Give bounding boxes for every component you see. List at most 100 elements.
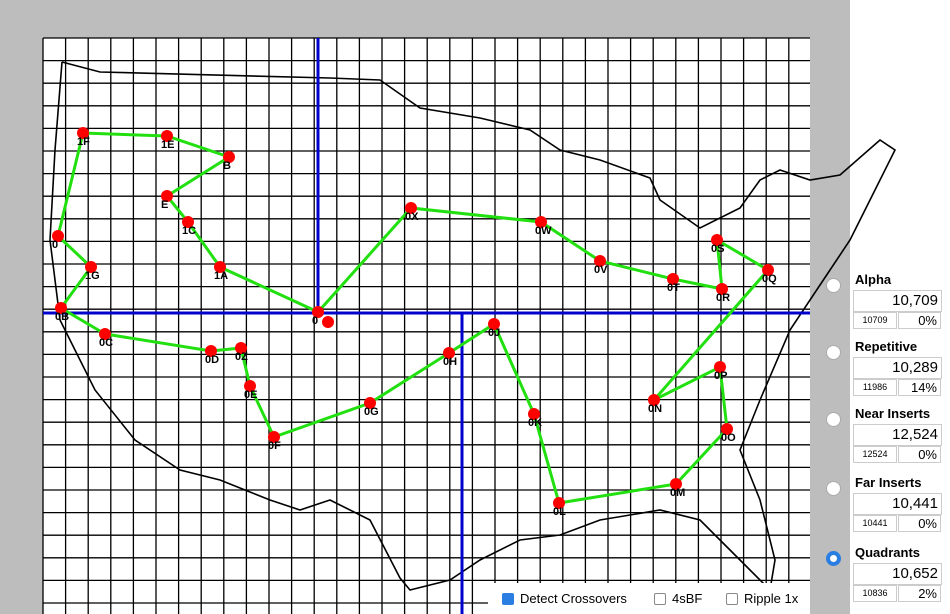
city-node [711, 234, 723, 246]
raw-score: 10441 [853, 515, 897, 532]
node-label: 0N [648, 403, 662, 415]
node-label: 1E [161, 139, 174, 151]
percent: 0% [898, 446, 941, 463]
node-label: 0Z [235, 351, 248, 363]
radio[interactable] [826, 481, 841, 496]
city-node [268, 431, 280, 443]
checkbox-box[interactable] [654, 593, 666, 605]
node-label: 0Q [762, 273, 777, 285]
percent: 0% [898, 515, 941, 532]
option-name: Quadrants [855, 545, 921, 560]
city-node [99, 328, 111, 340]
node-label: 0S [711, 243, 724, 255]
city-node [716, 283, 728, 295]
node-label: 1C [182, 225, 196, 237]
city-node [528, 408, 540, 420]
node-label: 1F [77, 136, 90, 148]
city-node [55, 302, 67, 314]
options-bar: Detect Crossovers 4sBF Ripple 1x [488, 583, 810, 614]
node-label: 1G [85, 270, 100, 282]
score: 10,709 [853, 290, 942, 312]
node-label: 0R [716, 292, 730, 304]
checkbox[interactable]: 4sBF [654, 591, 702, 606]
radio[interactable] [826, 345, 841, 360]
checkbox-box[interactable] [502, 593, 514, 605]
city-node [721, 423, 733, 435]
raw-score: 12524 [853, 446, 897, 463]
node-label: 0G [364, 406, 379, 418]
score: 10,289 [853, 357, 942, 379]
city-node [161, 190, 173, 202]
tour-route [56, 131, 771, 505]
node-label: 0O [721, 432, 736, 444]
percent: 14% [898, 379, 941, 396]
radio[interactable] [826, 278, 841, 293]
node-label: 0K [528, 417, 542, 429]
raw-score: 10709 [853, 312, 897, 329]
node-label: 0W [535, 225, 552, 237]
city-node [182, 216, 194, 228]
city-node [235, 342, 247, 354]
raw-score: 10836 [853, 585, 897, 602]
city-node [161, 130, 173, 142]
node-label: B [223, 160, 231, 172]
node-label: E [161, 199, 168, 211]
city-node [443, 347, 455, 359]
city-node [670, 478, 682, 490]
node-label: 0J [488, 327, 500, 339]
node-label: 0B [55, 311, 69, 323]
node-label: 0M [670, 487, 685, 499]
city-node [52, 230, 64, 242]
city-node [244, 380, 256, 392]
city-node [77, 127, 89, 139]
checkbox[interactable]: Ripple 1x [726, 591, 798, 606]
node-label: 0L [553, 506, 566, 518]
checkbox-label: Ripple 1x [744, 591, 799, 606]
city-node [85, 261, 97, 273]
score: 12,524 [853, 424, 942, 446]
city-node [312, 306, 324, 318]
city-node [214, 261, 226, 273]
city-node [223, 151, 235, 163]
city-node [594, 255, 606, 267]
us-outline [49, 61, 897, 592]
checkbox-label: Detect Crossovers [520, 591, 627, 606]
percent: 0% [898, 312, 941, 329]
node-label: 0 [312, 315, 318, 327]
option-name: Far Inserts [855, 475, 922, 490]
city-node [322, 316, 334, 328]
node-label: 0D [205, 354, 219, 366]
map-area: 1F 1E B E 1C 1A 0X 0W 0V 0T 0R 0S 0Q 0N 0P 0O 0M 0L 0K 0J 0H… [0, 0, 897, 614]
city-node [205, 345, 217, 357]
checkbox-box[interactable] [726, 593, 738, 605]
score: 10,441 [853, 493, 942, 515]
node-label: 0X [405, 211, 419, 223]
city-node [762, 264, 774, 276]
node-label: 0H [443, 356, 457, 368]
city-node [405, 202, 417, 214]
node-label: 0E [244, 389, 257, 401]
node-label: 0T [667, 282, 680, 294]
city-node [648, 394, 660, 406]
option-name: Alpha [855, 272, 892, 287]
option-name: Repetitive [855, 339, 918, 354]
map-canvas [43, 38, 810, 614]
checkbox[interactable]: Detect Crossovers [502, 591, 627, 606]
radio[interactable] [826, 551, 841, 566]
city-node [488, 318, 500, 330]
node-label: 0P [714, 370, 727, 382]
checkbox-label: 4sBF [672, 591, 703, 606]
node-label: 0 [52, 239, 58, 251]
score: 10,652 [853, 563, 942, 585]
city-node [364, 397, 376, 409]
city-node [667, 273, 679, 285]
percent: 2% [898, 585, 941, 602]
city-node [714, 361, 726, 373]
radio[interactable] [826, 412, 841, 427]
quadrant-lines [43, 38, 810, 614]
raw-score: 11986 [853, 379, 897, 396]
node-label: 1A [214, 270, 228, 282]
node-label: 0F [268, 440, 281, 452]
